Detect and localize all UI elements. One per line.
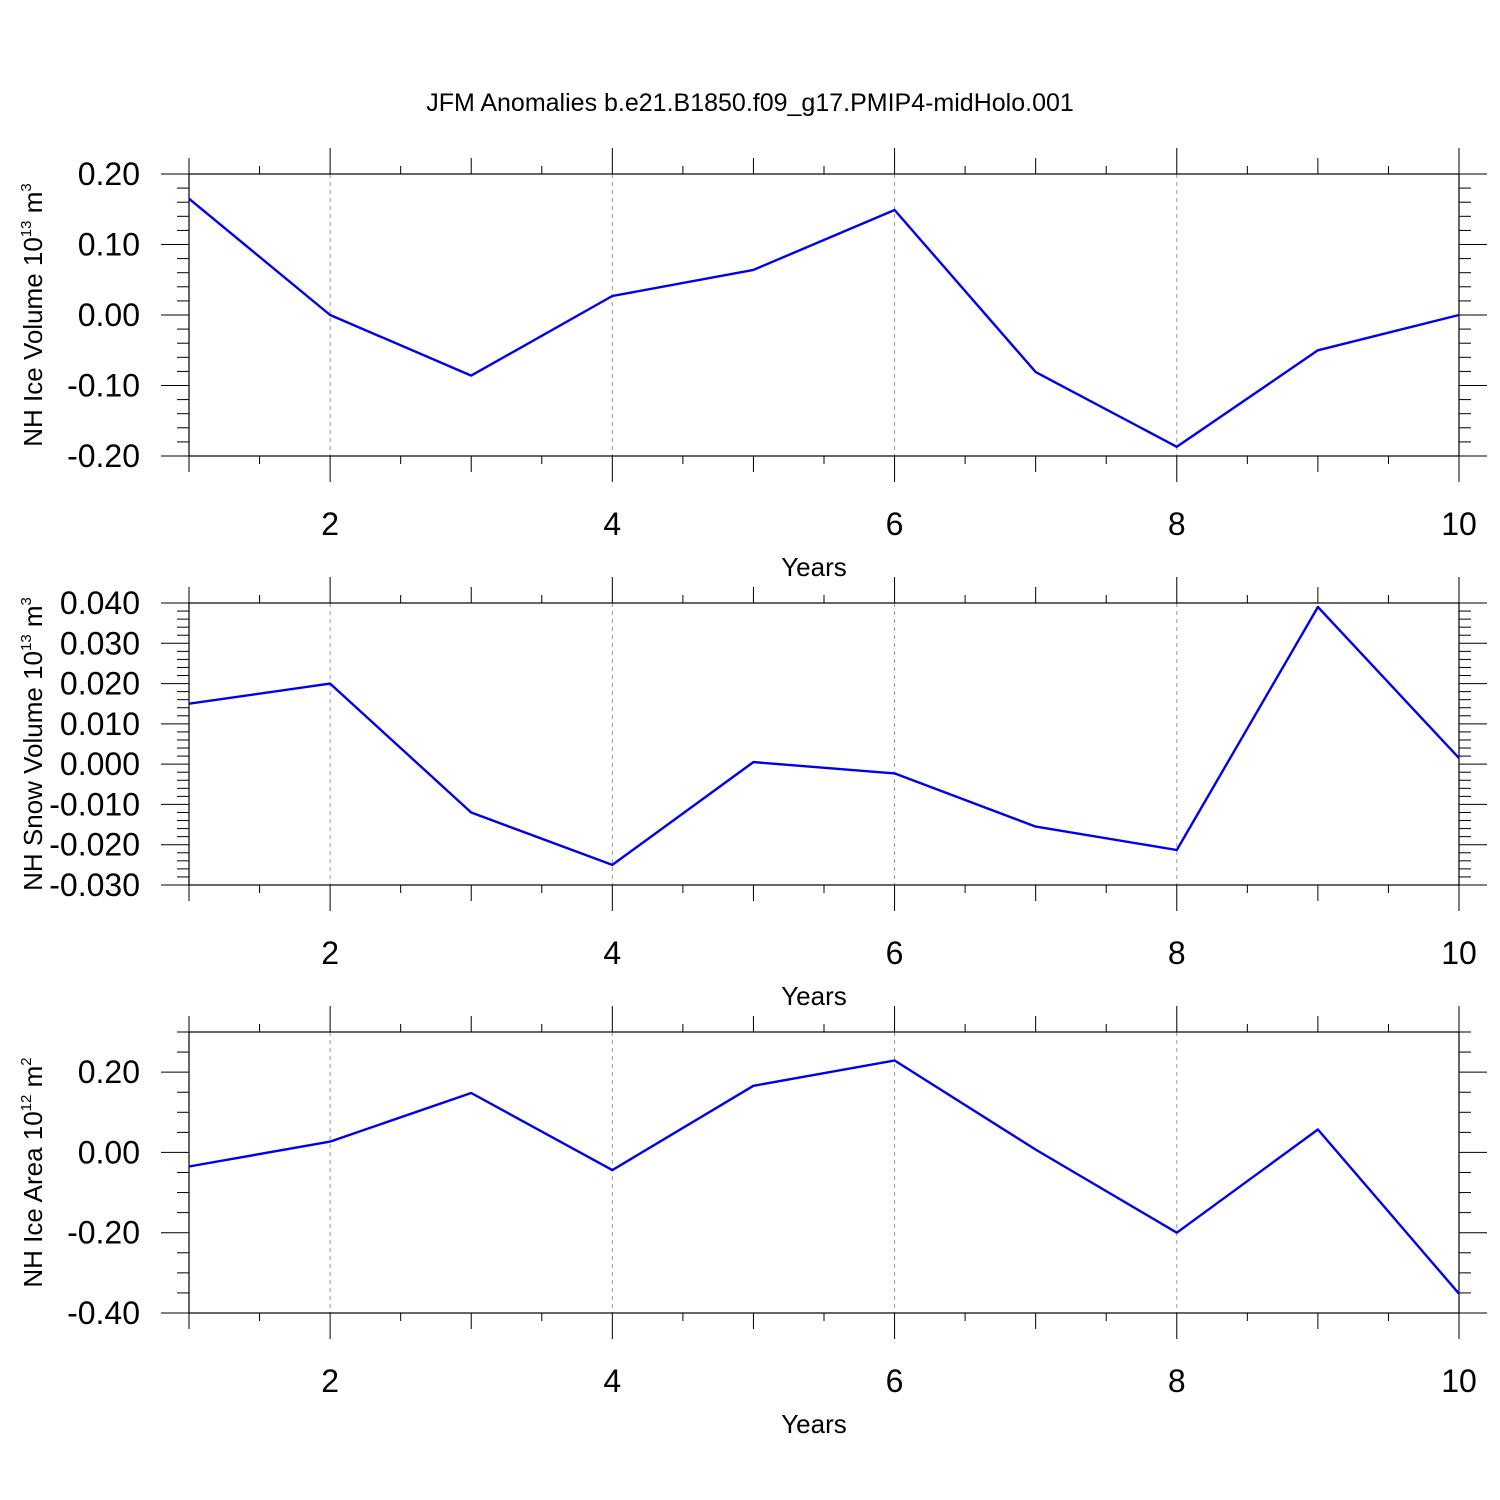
y-axis-label: NH Snow Volume 1013 m3 (18, 597, 48, 891)
panel-3: 2 4 6 8 10 Years 0.20 0.00 -0.20 -0.40 NH Ice Area… (18, 1006, 1487, 1439)
series-line (188, 605, 1460, 867)
x-axis-label: Years (781, 1409, 847, 1439)
x-tick-label: 4 (603, 935, 621, 971)
x-tick-label: 8 (1168, 935, 1186, 971)
y-axis-label-unit-sup: 2 (18, 1057, 35, 1065)
x-axis-label: Years (781, 981, 847, 1011)
y-tick-label: 0.010 (60, 706, 140, 742)
y-axis-label-text: NH Ice Area 10 (18, 1111, 48, 1287)
x-tick-label: 8 (1168, 1363, 1186, 1399)
y-tick-label: -0.20 (67, 1215, 140, 1251)
x-tick-label: 10 (1441, 935, 1477, 971)
x-tick-label: 10 (1441, 1363, 1477, 1399)
y-axis-label-unit: m (18, 192, 48, 221)
y-tick-label: 0.00 (78, 297, 140, 333)
x-tick-label: 2 (321, 1363, 339, 1399)
panels: 2 4 6 8 10 Years 0.20 0.10 0.00 -0.10 -0.20 NH Ice … (18, 148, 1487, 1439)
x-tick-label: 2 (321, 935, 339, 971)
y-axis-label-unit-sup: 3 (18, 597, 35, 605)
x-tick-label: 6 (886, 935, 904, 971)
series-line (188, 197, 1460, 448)
y-tick-label: 0.020 (60, 666, 140, 702)
x-tick-label: 4 (603, 1363, 621, 1399)
x-tick-label: 4 (603, 506, 621, 542)
y-tick-label: -0.20 (67, 438, 140, 474)
plot-frame (188, 602, 1460, 886)
y-tick-label: 0.20 (78, 156, 140, 192)
y-tick-label: 0.20 (78, 1054, 140, 1090)
y-tick-label: 0.040 (60, 585, 140, 621)
y-tick-label: 0.000 (60, 746, 140, 782)
x-tick-label: 2 (321, 506, 339, 542)
y-axis-label-sup: 13 (18, 634, 35, 651)
y-tick-label: 0.10 (78, 227, 140, 263)
panel-1: 2 4 6 8 10 Years 0.20 0.10 0.00 -0.10 -0.20 NH Ice … (18, 148, 1487, 582)
chart-title: JFM Anomalies b.e21.B1850.f09_g17.PMIP4-… (426, 89, 1074, 117)
y-axis-label-sup: 13 (18, 220, 35, 237)
y-axis-label-text: NH Snow Volume 10 (18, 651, 48, 891)
y-axis-label-unit-sup: 3 (18, 183, 35, 191)
plot-frame (188, 173, 1460, 457)
y-axis-label-unit: m (18, 605, 48, 634)
y-tick-label: -0.010 (49, 786, 140, 822)
y-tick-label: 0.00 (78, 1134, 140, 1170)
x-tick-label: 8 (1168, 506, 1186, 542)
y-axis-label-text: NH Ice Volume 10 (18, 237, 48, 447)
y-tick-label: -0.10 (67, 368, 140, 404)
y-axis-label-sup: 12 (18, 1095, 35, 1112)
y-axis-label-unit: m (18, 1066, 48, 1095)
y-tick-label: -0.40 (67, 1295, 140, 1331)
x-tick-label: 6 (886, 506, 904, 542)
y-tick-label: -0.030 (49, 867, 140, 903)
x-axis-label: Years (781, 552, 847, 582)
y-tick-label: -0.020 (49, 827, 140, 863)
y-axis-label: NH Ice Area 1012 m2 (18, 1057, 48, 1287)
y-tick-label: 0.030 (60, 625, 140, 661)
panel-2: 2 4 6 8 10 Years 0.040 0.030 0.020 0.010 0.000 -0.0… (18, 577, 1487, 1011)
x-tick-label: 10 (1441, 506, 1477, 542)
x-tick-label: 6 (886, 1363, 904, 1399)
series-line (188, 1059, 1460, 1295)
y-axis-label: NH Ice Volume 1013 m3 (18, 183, 48, 446)
